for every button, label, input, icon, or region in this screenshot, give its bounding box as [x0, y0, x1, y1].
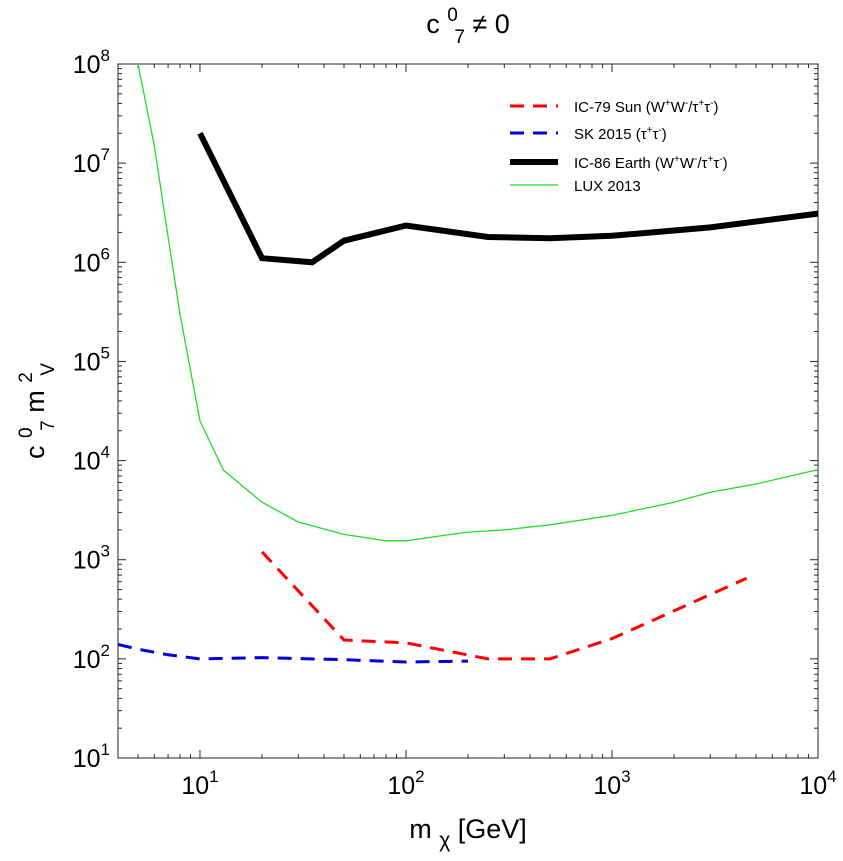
legend-label-ic79-sun: IC-79 Sun (W+W-/τ+τ-) [574, 98, 718, 116]
axis-ticks: 101 102 103 104 101 102 103 104 105 106 107 108 [73, 46, 837, 800]
y-label-m-sub: V [38, 363, 59, 376]
y-tick-label: 103 [73, 542, 110, 575]
x-tick-label: 101 [181, 767, 218, 800]
title-sub: 7 [454, 27, 465, 48]
series-group [118, 64, 818, 664]
title-rest: ≠ 0 [472, 9, 509, 39]
legend: IC-79 Sun (W+W-/τ+τ-) SK 2015 (τ+τ-) IC-… [510, 98, 728, 195]
y-axis-label: c 0 7 m 2 V [8, 363, 60, 459]
series-line-ic-86-earth-w-w [197, 131, 818, 266]
x-tick-label: 103 [593, 767, 630, 800]
x-label-sub: χ [439, 829, 450, 852]
x-tick-label: 102 [387, 767, 424, 800]
y-tick-label: 101 [73, 740, 110, 773]
x-label-rest: [GeV] [458, 814, 527, 844]
y-tick-label: 104 [73, 443, 110, 476]
series-line-lux-2013 [137, 64, 818, 542]
x-axis-label: m χ [GeV] [409, 814, 527, 853]
y-tick-label: 106 [73, 244, 110, 277]
y-label-m-sup: 2 [16, 372, 37, 383]
y-label-c-sup: 0 [16, 427, 37, 438]
series-line-sk-2015 [118, 642, 469, 664]
x-tick-label: 104 [799, 767, 836, 800]
title-sup: 0 [447, 5, 458, 26]
series-line-ic-79-sun-w-w [260, 550, 748, 661]
legend-label-sk2015: SK 2015 (τ+τ-) [574, 125, 667, 143]
y-tick-label: 105 [73, 343, 110, 376]
legend-label-lux2013: LUX 2013 [574, 178, 641, 195]
legend-label-ic86-earth: IC-86 Earth (W+W-/τ+τ-) [574, 154, 728, 172]
y-tick-label: 108 [73, 46, 110, 79]
y-tick-label: 107 [73, 145, 110, 178]
y-label-m: m [20, 390, 50, 413]
y-tick-label: 102 [73, 641, 110, 674]
chart-title: c 0 7 ≠ 0 [426, 0, 510, 49]
title-base: c [426, 9, 440, 39]
y-label-c-sub: 7 [38, 420, 59, 431]
y-label-c: c [20, 446, 50, 460]
x-label-base: m [409, 814, 432, 844]
